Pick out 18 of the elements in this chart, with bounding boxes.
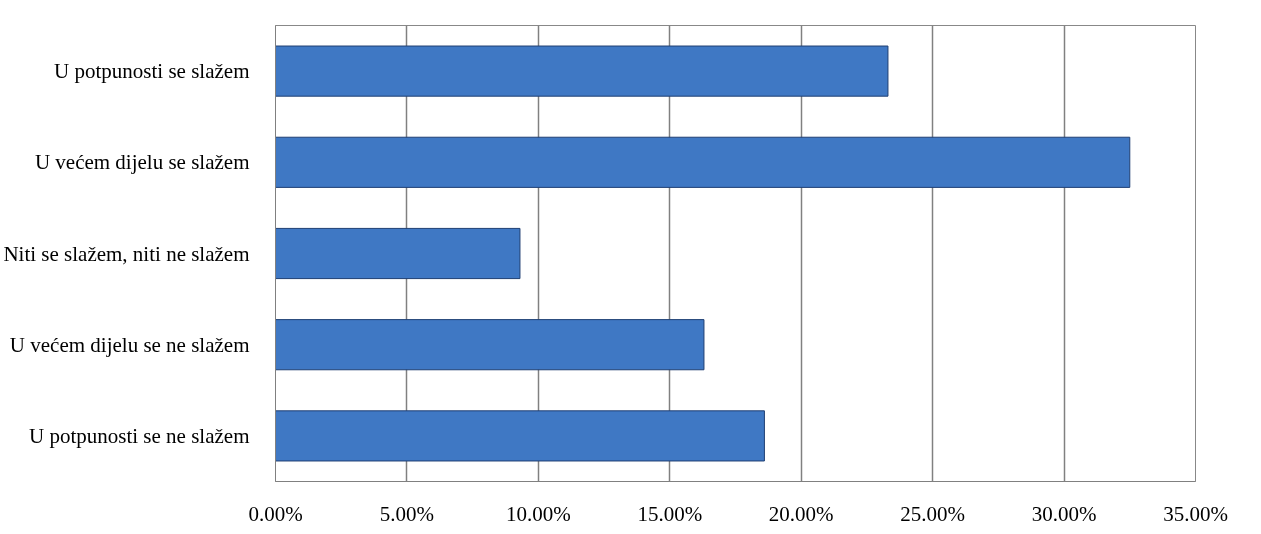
- x-tick-label: 0.00%: [248, 501, 303, 526]
- x-tick-label: 15.00%: [637, 501, 703, 526]
- x-tick-label: 35.00%: [1163, 501, 1228, 526]
- y-tick-label: U većem dijelu se ne slažem: [9, 332, 250, 357]
- x-tick-label: 25.00%: [900, 501, 966, 526]
- x-tick-label: 5.00%: [379, 501, 435, 526]
- bar: [275, 136, 1131, 188]
- y-tick-label: U potpunosti se slažem: [54, 59, 250, 84]
- bar: [275, 410, 765, 462]
- y-tick-label: U potpunosti se ne slažem: [29, 423, 250, 448]
- bar: [275, 227, 521, 280]
- x-tick-label: 20.00%: [768, 501, 834, 526]
- x-tick-label: 30.00%: [1031, 501, 1097, 526]
- y-tick-label: U većem dijelu se slažem: [34, 150, 250, 175]
- bar: [275, 319, 705, 371]
- y-tick-label: Niti se slažem, niti ne slažem: [3, 241, 250, 266]
- bar: [275, 45, 889, 97]
- x-tick-label: 10.00%: [505, 501, 571, 526]
